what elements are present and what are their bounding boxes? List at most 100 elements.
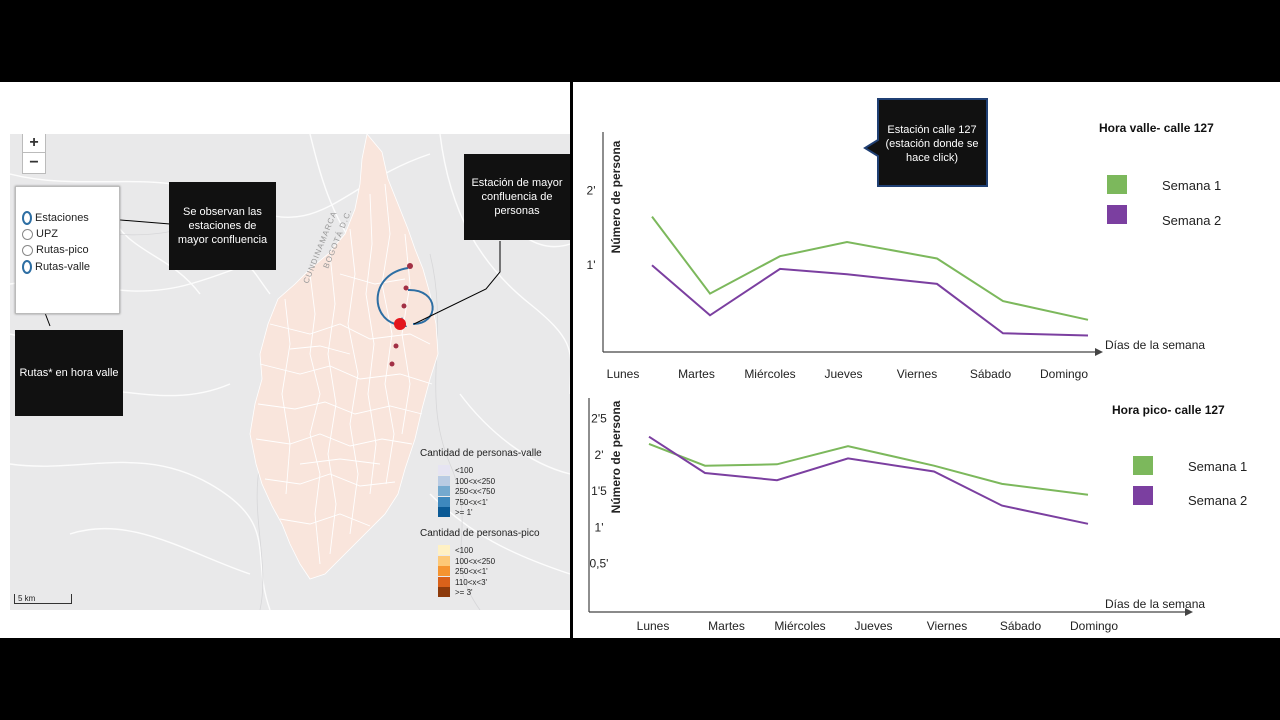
x-tick-label: Viernes — [897, 367, 937, 381]
x-tick-label: Lunes — [637, 619, 670, 633]
legend-label: 750<x<1' — [455, 497, 488, 507]
station-dot[interactable] — [403, 285, 409, 291]
series-line — [648, 442, 1089, 496]
radio-empty-icon[interactable] — [22, 244, 33, 256]
y-tick-label: 2'5 — [591, 412, 607, 426]
series-line — [648, 435, 1089, 525]
legend-label: >= 3' — [455, 588, 473, 597]
legend-label-semana-1: Semana 1 — [1188, 459, 1248, 474]
chart-title-pico: Hora pico- calle 127 — [1112, 403, 1225, 417]
callout-max-station: Estación de mayor confluencia de persona… — [464, 154, 570, 240]
legend-swatch-semana-1 — [1133, 456, 1153, 475]
chart-title-valle: Hora valle- calle 127 — [1099, 121, 1214, 135]
x-axis-arrow-icon — [1095, 348, 1103, 356]
layer-rutas-pico[interactable]: Rutas-pico — [22, 244, 89, 256]
legend-label: 100<x<250 — [455, 476, 496, 486]
y-tick-label: 1'5 — [591, 484, 607, 498]
charts-canvas: Días de la semana Número de persona Lunes M… — [587, 132, 1205, 633]
zoom-in-button[interactable]: + — [22, 134, 46, 154]
x-tick-label: Viernes — [927, 619, 967, 633]
callout-connector — [413, 241, 501, 325]
chart-hora-pico: Días de la semana Número de persona Lunes M… — [588, 398, 1205, 633]
legend-swatch-semana-2 — [1107, 205, 1127, 224]
x-tick-label: Jueves — [824, 367, 862, 381]
route-arc-left[interactable] — [376, 267, 409, 325]
layer-label: Rutas-valle — [35, 261, 91, 273]
station-dot[interactable] — [407, 263, 413, 269]
station-note-box — [863, 98, 988, 187]
legend-label: <100 — [455, 466, 474, 475]
x-tick-label: Miércoles — [774, 619, 825, 633]
legend-swatch — [438, 566, 450, 576]
legend-label: 110<x<3' — [455, 577, 488, 587]
legend-pico-title: Cantidad de personas-pico — [420, 528, 540, 539]
radio-selected-icon[interactable] — [22, 211, 32, 225]
y-tick-label: 2' — [587, 183, 596, 197]
layer-label: Estaciones — [35, 212, 89, 224]
legend-swatch — [438, 555, 450, 566]
x-tick-label: Domingo — [1070, 619, 1118, 633]
legend-label: 250<x<750 — [455, 487, 496, 496]
callout-stations: Se observan las estaciones de mayor conf… — [169, 182, 276, 270]
zoom-out-button[interactable]: − — [22, 152, 46, 174]
legend-swatch-semana-2 — [1133, 486, 1153, 505]
layer-control: Estaciones UPZ Rutas-pico Rutas-valle — [15, 186, 120, 314]
scale-bar: 5 km — [14, 594, 72, 604]
station-note: Estación calle 127 (estación donde se ha… — [885, 124, 979, 164]
legend-label: >= 1' — [455, 508, 473, 517]
station-dot[interactable] — [389, 361, 395, 367]
x-axis-label: Días de la semana — [1105, 597, 1205, 611]
legend-label: 250<x<1' — [455, 567, 488, 576]
x-axis-label: Días de la semana — [1105, 338, 1205, 352]
y-tick-label: 1' — [587, 258, 596, 272]
upz-boundaries — [255, 183, 433, 565]
map-canvas[interactable]: CUNDINAMARCA BOGOTÁ D.C. — [10, 134, 570, 610]
layer-label: Rutas-pico — [36, 244, 89, 256]
legend-swatch — [438, 507, 450, 517]
legend-label-semana-2: Semana 2 — [1188, 493, 1248, 508]
x-axis-arrow-icon — [1185, 608, 1193, 616]
legend-swatch — [438, 496, 450, 507]
series-line — [651, 264, 1089, 337]
legend-swatch-semana-1 — [1107, 175, 1127, 194]
y-axis-label: Número de persona — [609, 400, 623, 513]
y-tick-label: 1' — [595, 520, 604, 534]
x-tick-label: Jueves — [854, 619, 892, 633]
legend-swatch — [438, 486, 450, 496]
station-calle-127[interactable] — [394, 318, 406, 330]
y-axis-label: Número de persona — [609, 140, 623, 253]
legend-swatch — [438, 576, 450, 587]
route-arc-right[interactable] — [407, 288, 434, 325]
chart-hora-valle: Días de la semana Número de persona Lunes M… — [587, 132, 1205, 381]
callout-routes: Rutas* en hora valle — [15, 330, 123, 416]
legend-label-semana-1: Semana 1 — [1162, 178, 1222, 193]
y-tick-label: 2' — [595, 448, 604, 462]
panel-divider — [570, 82, 573, 638]
layer-estaciones[interactable]: Estaciones — [22, 211, 89, 225]
legend-swatch — [438, 587, 450, 597]
station-dot[interactable] — [401, 303, 407, 309]
x-tick-label: Sábado — [970, 367, 1012, 381]
legend-label-semana-2: Semana 2 — [1162, 213, 1222, 228]
bogota-region — [249, 134, 439, 580]
x-tick-label: Martes — [708, 619, 745, 633]
radio-selected-icon[interactable] — [22, 260, 32, 274]
layer-label: UPZ — [36, 228, 58, 240]
y-tick-label: 0,5' — [590, 557, 609, 571]
x-tick-label: Domingo — [1040, 367, 1088, 381]
series-line — [651, 215, 1089, 321]
legend-swatch — [438, 475, 450, 486]
layer-rutas-valle[interactable]: Rutas-valle — [22, 260, 90, 274]
legend-label: <100 — [455, 546, 474, 555]
legend-valle-title: Cantidad de personas-valle — [420, 448, 542, 459]
legend-swatch — [438, 545, 450, 555]
legend-label: 100<x<250 — [455, 556, 496, 566]
x-tick-label: Lunes — [607, 367, 640, 381]
legend-swatch — [438, 465, 450, 475]
x-tick-label: Martes — [678, 367, 715, 381]
x-tick-label: Sábado — [1000, 619, 1042, 633]
radio-empty-icon[interactable] — [22, 228, 33, 240]
x-tick-label: Miércoles — [744, 367, 795, 381]
station-dot[interactable] — [393, 343, 399, 349]
layer-upz[interactable]: UPZ — [22, 228, 58, 240]
